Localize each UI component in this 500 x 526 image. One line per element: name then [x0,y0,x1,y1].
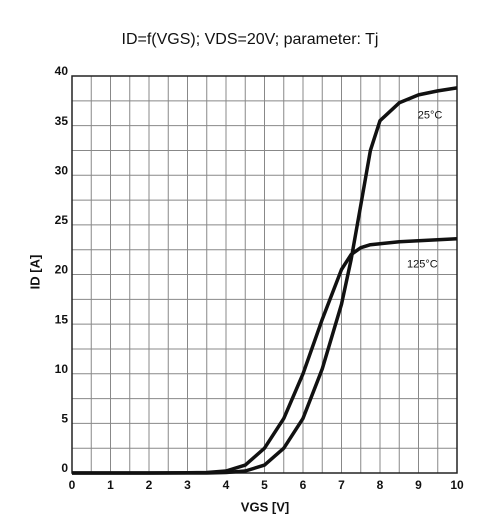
y-tick-label: 20 [55,263,69,277]
x-tick-label: 4 [223,478,230,492]
x-tick-label: 1 [107,478,114,492]
y-tick-label: 15 [55,312,69,326]
y-tick-label: 35 [55,114,69,128]
x-axis-label: VGS [V] [241,499,289,514]
x-tick-label: 8 [377,478,384,492]
x-tick-label: 7 [338,478,345,492]
y-tick-label: 5 [61,412,68,426]
y-tick-label: 40 [55,64,69,78]
chart-title: ID=f(VGS); VDS=20V; parameter: Tj [122,31,379,48]
y-tick-label: 30 [55,163,69,177]
x-tick-label: 6 [300,478,307,492]
y-axis-label: ID [A] [27,255,42,290]
y-tick-label: 10 [55,362,69,376]
x-tick-label: 10 [450,478,464,492]
x-tick-label: 9 [415,478,422,492]
y-tick-label: 0 [61,461,68,475]
y-tick-label: 25 [55,213,69,227]
series-line [72,237,458,475]
series-label: 125°C [407,258,438,270]
series-label: 25°C [418,110,443,122]
plot-frame [71,75,458,474]
x-tick-label: 5 [261,478,268,492]
x-tick-label: 2 [146,478,153,492]
x-tick-label: 3 [184,478,191,492]
x-tick-label: 0 [69,478,76,492]
